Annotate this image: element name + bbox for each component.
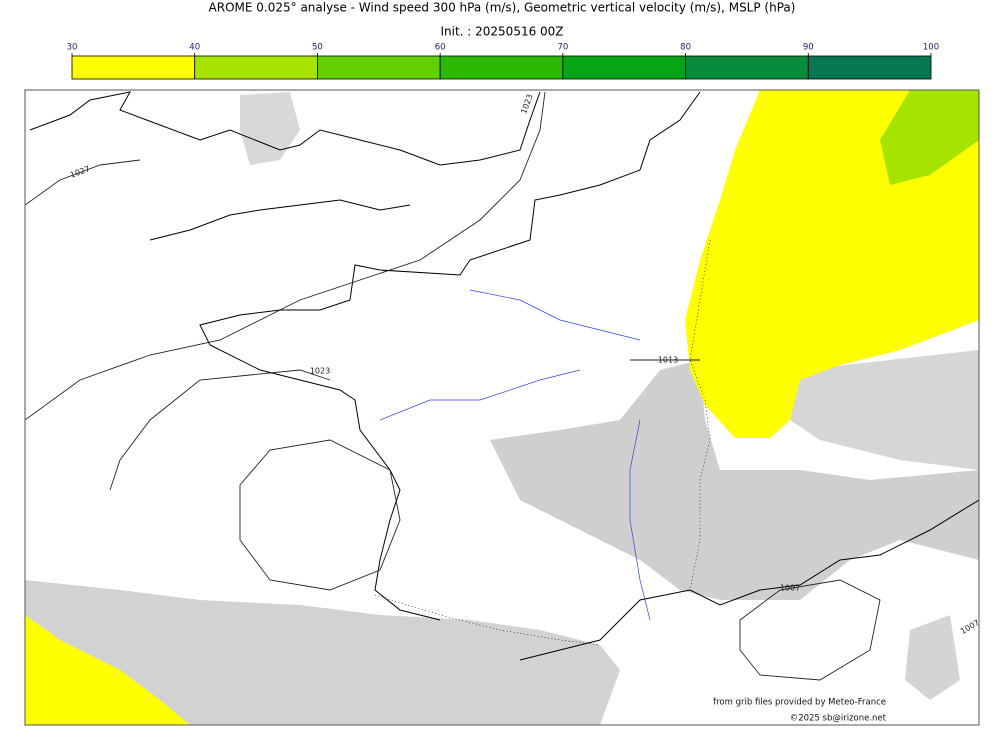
vertical-velocity-area [490, 360, 979, 600]
colorbar-tick-label: 70 [557, 43, 568, 53]
vertical-velocity-area [790, 350, 979, 470]
colorbar-segment [562, 55, 686, 80]
colorbar-tick-label: 50 [312, 43, 323, 53]
map: 1027 1023 1023 1013 1007 1007 from grib … [24, 89, 981, 726]
border [689, 239, 711, 591]
vertical-velocity-area [905, 615, 960, 700]
coastline [29, 91, 541, 166]
colorbar-tick-label: 30 [67, 43, 78, 53]
colorbar-tick-label: 80 [680, 43, 691, 53]
colorbar-segment [439, 55, 564, 80]
isobar [239, 439, 401, 591]
wind-speed-area [880, 90, 979, 185]
isobar-label: 1007 [780, 584, 800, 593]
colorbar-tick-label: 40 [189, 43, 200, 53]
colorbar-segment [317, 55, 441, 80]
river [379, 369, 581, 421]
colorbar-segment [71, 55, 196, 80]
coastline [519, 499, 979, 661]
vertical-velocity-area [240, 92, 300, 165]
credit: ©2025 sb@irizone.net [790, 714, 887, 724]
vertical-velocity-area [25, 580, 620, 725]
colorbar-segment [685, 55, 809, 80]
colorbar-tick-label: 60 [435, 43, 446, 53]
init-time: Init. : 20250516 00Z [440, 25, 563, 39]
isobar-label: 1013 [658, 356, 678, 365]
colorbar-segment [194, 55, 318, 80]
border [374, 594, 601, 646]
map-frame [24, 89, 980, 726]
colorbar-tick-label: 100 [923, 43, 939, 53]
coastline [199, 91, 701, 621]
river [469, 289, 641, 341]
wind-speed-area [25, 615, 190, 725]
map-layers [25, 90, 979, 725]
river [629, 419, 651, 621]
colorbar: 30 40 50 60 70 80 90 100 [67, 43, 939, 80]
colorbar-segment [807, 55, 932, 80]
credit: from grib files provided by Meteo-France [713, 698, 886, 708]
isobar [25, 91, 546, 421]
isobar [739, 579, 881, 681]
isobar [25, 159, 141, 206]
title: AROME 0.025° analyse - Wind speed 300 hP… [209, 1, 796, 15]
isobar-label: 1023 [310, 367, 330, 376]
coastline [149, 199, 411, 241]
colorbar-tick-label: 90 [803, 43, 814, 53]
isobar [109, 369, 331, 491]
